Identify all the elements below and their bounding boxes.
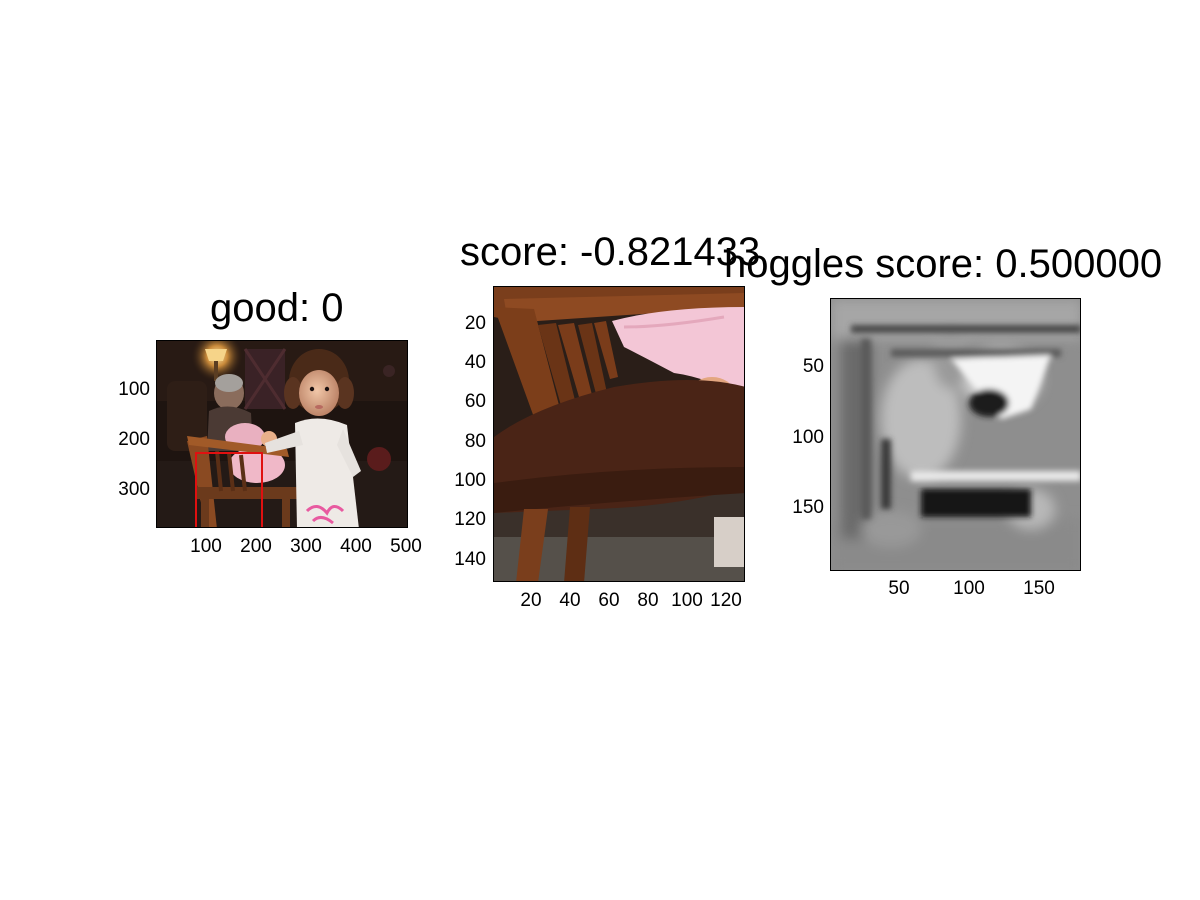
panel-title: hoggles score: 0.500000 <box>724 242 1163 286</box>
hoggles-visualization <box>831 299 1080 570</box>
crop-scene <box>494 287 744 581</box>
x-tick-label: 40 <box>559 590 581 611</box>
y-tick-label: 20 <box>464 313 486 334</box>
y-tick-label: 40 <box>464 352 486 373</box>
x-tick-label: 200 <box>240 536 272 557</box>
y-tick-label: 300 <box>118 479 150 500</box>
hoggles-image <box>830 298 1081 571</box>
y-tick-label: 100 <box>454 470 486 491</box>
y-tick-label: 200 <box>118 429 150 450</box>
x-tick-label: 300 <box>290 536 322 557</box>
x-tick-label: 400 <box>340 536 372 557</box>
x-tick-label: 100 <box>953 578 985 599</box>
y-tick-label: 100 <box>118 379 150 400</box>
y-tick-label: 120 <box>454 509 486 530</box>
y-tick-label: 150 <box>792 497 824 518</box>
photo-scene <box>157 341 407 527</box>
x-tick-label: 20 <box>520 590 542 611</box>
panel-title: score: -0.821433 <box>460 230 761 274</box>
x-tick-label: 80 <box>637 590 659 611</box>
photo-image <box>156 340 408 528</box>
y-tick-label: 100 <box>792 427 824 448</box>
panel-title: good: 0 <box>210 286 344 330</box>
y-tick-label: 80 <box>464 431 486 452</box>
x-tick-label: 60 <box>598 590 620 611</box>
y-tick-label: 50 <box>802 356 824 377</box>
x-tick-label: 100 <box>671 590 703 611</box>
x-tick-label: 150 <box>1023 578 1055 599</box>
x-tick-label: 100 <box>190 536 222 557</box>
y-tick-label: 60 <box>464 391 486 412</box>
x-tick-label: 50 <box>888 578 910 599</box>
x-tick-label: 120 <box>710 590 742 611</box>
crop-image <box>493 286 745 582</box>
x-tick-label: 500 <box>390 536 422 557</box>
y-tick-label: 140 <box>454 549 486 570</box>
detection-box <box>195 452 263 527</box>
